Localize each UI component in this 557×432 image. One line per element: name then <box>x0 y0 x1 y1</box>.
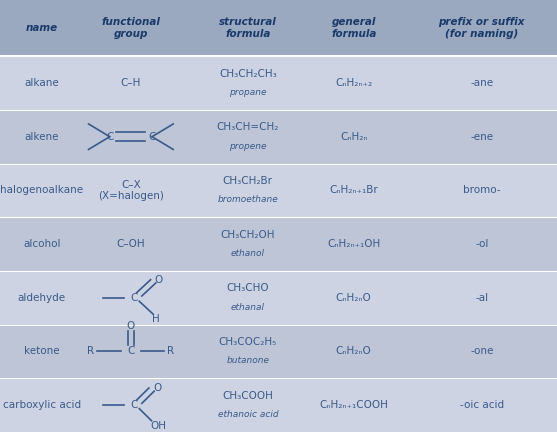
Text: alkane: alkane <box>25 78 59 88</box>
Text: halogenoalkane: halogenoalkane <box>0 185 84 195</box>
Text: C–X
(X=halogen): C–X (X=halogen) <box>98 180 164 201</box>
Text: propene: propene <box>229 142 267 151</box>
Text: R: R <box>168 346 174 356</box>
Text: O: O <box>155 275 163 285</box>
Text: butanone: butanone <box>226 356 270 365</box>
Text: CH₃COOH: CH₃COOH <box>222 391 273 400</box>
Text: CH₃CH₂CH₃: CH₃CH₂CH₃ <box>219 69 277 79</box>
FancyBboxPatch shape <box>0 271 557 324</box>
FancyBboxPatch shape <box>0 217 557 271</box>
Text: -ol: -ol <box>475 239 488 249</box>
Text: -oic acid: -oic acid <box>460 400 504 410</box>
Text: aldehyde: aldehyde <box>18 293 66 303</box>
Text: CH₃CH=CH₂: CH₃CH=CH₂ <box>217 122 279 132</box>
Text: R: R <box>87 346 94 356</box>
Text: CₙH₂ₙ: CₙH₂ₙ <box>340 132 368 142</box>
Text: prefix or suffix
(for naming): prefix or suffix (for naming) <box>438 17 525 39</box>
Text: CH₃CHO: CH₃CHO <box>227 283 269 293</box>
Text: ketone: ketone <box>24 346 60 356</box>
Text: C: C <box>148 132 156 142</box>
Text: alkene: alkene <box>25 132 59 142</box>
Text: CₙH₂ₙO: CₙH₂ₙO <box>336 293 372 303</box>
Text: H: H <box>152 314 160 324</box>
Text: alcohol: alcohol <box>23 239 61 249</box>
Text: -al: -al <box>475 293 488 303</box>
Text: bromo-: bromo- <box>463 185 501 195</box>
Text: OH: OH <box>150 421 166 431</box>
Text: C: C <box>130 400 138 410</box>
Text: name: name <box>26 23 58 33</box>
Text: C: C <box>127 346 135 356</box>
Text: CₙH₂ₙO: CₙH₂ₙO <box>336 346 372 356</box>
Text: carboxylic acid: carboxylic acid <box>3 400 81 410</box>
Text: general
formula: general formula <box>331 17 377 39</box>
Text: CH₃COC₂H₅: CH₃COC₂H₅ <box>219 337 277 347</box>
Text: -one: -one <box>470 346 494 356</box>
Text: CH₃CH₂Br: CH₃CH₂Br <box>223 176 273 186</box>
FancyBboxPatch shape <box>0 0 557 56</box>
Text: CₙH₂ₙ₊₁OH: CₙH₂ₙ₊₁OH <box>327 239 380 249</box>
Text: -ane: -ane <box>470 78 494 88</box>
Text: CₙH₂ₙ₊₁Br: CₙH₂ₙ₊₁Br <box>329 185 378 195</box>
Text: CₙH₂ₙ₊₂: CₙH₂ₙ₊₂ <box>335 78 372 88</box>
FancyBboxPatch shape <box>0 56 557 110</box>
Text: C: C <box>130 293 138 303</box>
Text: propane: propane <box>229 88 267 97</box>
FancyBboxPatch shape <box>0 164 557 217</box>
FancyBboxPatch shape <box>0 324 557 378</box>
Text: functional
group: functional group <box>101 17 160 39</box>
Text: CH₃CH₂OH: CH₃CH₂OH <box>221 229 275 240</box>
Text: C–H: C–H <box>121 78 141 88</box>
FancyBboxPatch shape <box>0 378 557 432</box>
FancyBboxPatch shape <box>0 110 557 164</box>
Text: structural
formula: structural formula <box>219 17 277 39</box>
Text: ethanoic acid: ethanoic acid <box>218 410 278 419</box>
Text: CₙH₂ₙ₊₁COOH: CₙH₂ₙ₊₁COOH <box>319 400 388 410</box>
Text: bromoethane: bromoethane <box>217 195 278 204</box>
Text: ethanal: ethanal <box>231 303 265 312</box>
Text: O: O <box>127 321 135 330</box>
Text: C: C <box>106 132 114 142</box>
Text: C–OH: C–OH <box>116 239 145 249</box>
Text: O: O <box>153 383 161 393</box>
Text: ethanol: ethanol <box>231 249 265 258</box>
Text: -ene: -ene <box>470 132 494 142</box>
